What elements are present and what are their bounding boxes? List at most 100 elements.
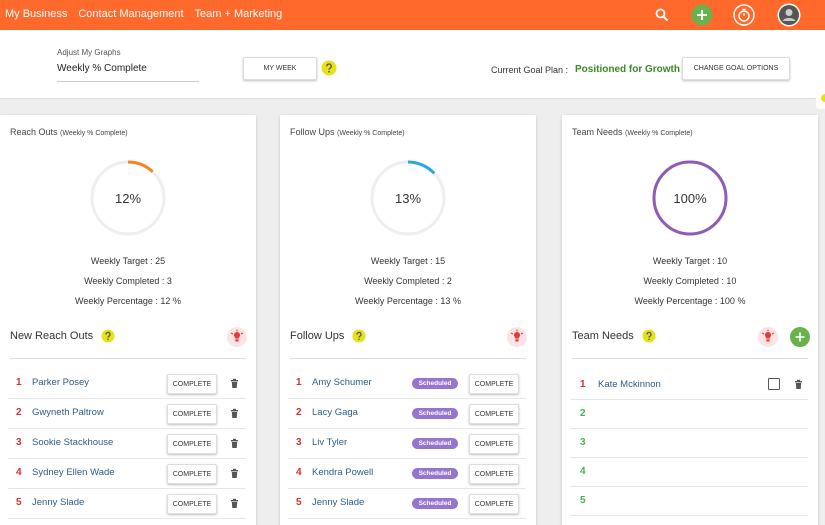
row-number: 4	[16, 467, 22, 478]
stat-line: Weekly Target : 10	[652, 256, 728, 266]
contact-name[interactable]: Sookie Stackhouse	[32, 437, 114, 448]
delete-icon[interactable]	[229, 437, 240, 449]
card-title: Follow Ups (Weekly % Complete)	[290, 127, 405, 137]
card-title-note: (Weekly % Complete)	[60, 130, 128, 137]
delete-icon[interactable]	[229, 377, 240, 389]
timer-icon[interactable]	[733, 4, 755, 26]
graph-label: Adjust My Graphs	[57, 48, 121, 57]
delete-icon[interactable]	[229, 467, 240, 479]
row-number: 2	[16, 407, 22, 418]
help-icon[interactable]	[101, 329, 115, 343]
goal-button[interactable]: CHANGE GOAL OPTIONS	[682, 57, 790, 80]
stat-line: Weekly Completed : 2	[364, 276, 452, 286]
complete-button[interactable]: COMPLETE	[469, 434, 519, 454]
ring-arc	[90, 160, 166, 236]
ring-arc	[652, 160, 728, 236]
contact-name[interactable]: Jenny Slade	[312, 497, 365, 508]
list-row: 1 Parker Posey COMPLETE	[8, 368, 246, 399]
my-week-button[interactable]: MY WEEK	[243, 57, 317, 80]
list-row: 3 Sookie Stackhouse COMPLETE	[8, 428, 246, 459]
add-button[interactable]	[790, 327, 810, 347]
row-number: 5	[296, 497, 302, 508]
list-header: Team Needs	[572, 329, 656, 343]
alert-bulb-icon[interactable]	[507, 327, 527, 347]
status-tag: Scheduled	[412, 498, 458, 509]
complete-button[interactable]: COMPLETE	[469, 404, 519, 424]
stat-line: Weekly Percentage : 12 %	[75, 296, 181, 306]
card-title-note: (Weekly % Complete)	[625, 130, 693, 137]
checkbox[interactable]	[768, 378, 780, 390]
list-row: 2	[570, 399, 808, 429]
contact-name[interactable]: Kendra Powell	[312, 467, 374, 478]
list-row: 2 Gwyneth Paltrow COMPLETE	[8, 398, 246, 429]
card-title-text: Reach Outs	[10, 127, 58, 137]
contact-name[interactable]: Lacy Gaga	[312, 407, 358, 418]
list-title: Team Needs	[572, 330, 634, 342]
complete-button[interactable]: COMPLETE	[167, 374, 217, 394]
ring-arc	[370, 160, 446, 236]
progress-ring	[90, 160, 166, 236]
contact-name[interactable]: Parker Posey	[32, 377, 90, 388]
divider	[10, 358, 246, 359]
row-number: 2	[580, 408, 586, 419]
help-icon[interactable]	[352, 329, 366, 343]
row-number: 3	[580, 437, 586, 448]
contact-name[interactable]: Gwyneth Paltrow	[32, 407, 104, 418]
complete-button[interactable]: COMPLETE	[469, 494, 519, 514]
list-row: 4 Sydney Ellen Wade COMPLETE	[8, 458, 246, 489]
row-number: 5	[16, 497, 22, 508]
list-header: New Reach Outs	[10, 329, 115, 343]
contact-name[interactable]: Sydney Ellen Wade	[32, 467, 115, 478]
complete-button[interactable]: COMPLETE	[167, 404, 217, 424]
goal-value: Positioned for Growth	[575, 64, 680, 75]
list-row: 3	[570, 428, 808, 458]
contact-name[interactable]: Kate Mckinnon	[598, 379, 661, 390]
contact-name[interactable]: Amy Schumer	[312, 377, 372, 388]
status-tag: Scheduled	[412, 468, 458, 479]
graph-select[interactable]: Weekly % Complete	[57, 63, 199, 82]
side-tab[interactable]	[816, 87, 825, 109]
contact-name[interactable]: Liv Tyler	[312, 437, 348, 448]
nav-link[interactable]: Contact Management	[78, 8, 184, 20]
card-title: Reach Outs (Weekly % Complete)	[10, 127, 128, 137]
list-row: 4 Kendra Powell Scheduled COMPLETE	[288, 458, 526, 489]
top-nav: My Business Contact Management Team + Mark…	[0, 0, 825, 30]
stat-line: Weekly Percentage : 100 %	[634, 296, 746, 306]
complete-button[interactable]: COMPLETE	[469, 374, 519, 394]
ring-label: 13%	[394, 191, 422, 206]
search-icon[interactable]	[655, 8, 669, 22]
stat-line: Weekly Percentage : 13 %	[355, 296, 461, 306]
list-row: 5	[570, 486, 808, 516]
complete-button[interactable]: COMPLETE	[167, 434, 217, 454]
row-number: 3	[16, 437, 22, 448]
help-icon[interactable]	[321, 60, 337, 76]
add-button[interactable]	[691, 4, 713, 26]
delete-icon[interactable]	[229, 407, 240, 419]
progress-ring	[652, 160, 728, 236]
delete-icon[interactable]	[793, 378, 804, 390]
delete-icon[interactable]	[229, 497, 240, 509]
alert-bulb-icon[interactable]	[758, 327, 778, 347]
complete-button[interactable]: COMPLETE	[167, 494, 217, 514]
stat-line: Weekly Completed : 10	[643, 276, 737, 286]
list-title: Follow Ups	[290, 330, 345, 342]
goal-label: Current Goal Plan :	[491, 65, 569, 75]
alert-bulb-icon[interactable]	[227, 327, 247, 347]
card: Reach Outs (Weekly % Complete) 12% Weekly …	[0, 115, 256, 525]
progress-ring	[370, 160, 446, 236]
row-number: 5	[580, 495, 586, 506]
nav-link[interactable]: Team + Marketing	[194, 8, 283, 20]
list-row: 1 Kate Mckinnon	[570, 370, 808, 400]
avatar[interactable]	[777, 3, 801, 27]
complete-button[interactable]: COMPLETE	[469, 464, 519, 484]
contact-name[interactable]: Jenny Slade	[32, 497, 85, 508]
ring-label: 100%	[673, 191, 707, 206]
card: Team Needs (Weekly % Complete) 100% Weekly…	[562, 115, 818, 525]
divider	[290, 358, 526, 359]
status-tag: Scheduled	[412, 438, 458, 449]
nav-link[interactable]: My Business	[5, 8, 68, 20]
help-icon[interactable]	[642, 329, 656, 343]
status-tag: Scheduled	[412, 378, 458, 389]
complete-button[interactable]: COMPLETE	[167, 464, 217, 484]
